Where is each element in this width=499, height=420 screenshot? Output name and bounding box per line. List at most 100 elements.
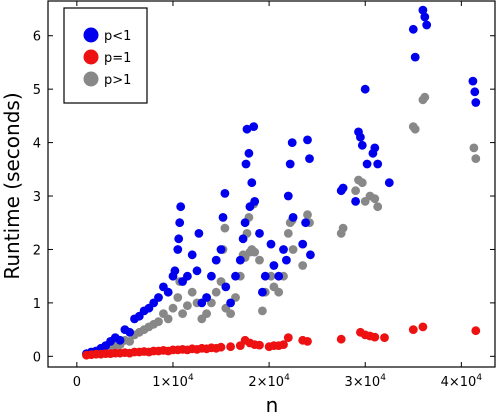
point-plt1 (183, 271, 192, 281)
legend-label-p-lt-1: p<1 (104, 29, 131, 44)
y-axis-title: Runtime (seconds) (0, 92, 24, 279)
x-tick-label: 1×104 (152, 373, 194, 390)
point-pgt1 (250, 247, 260, 257)
point-plt1 (163, 287, 173, 297)
point-plt1 (192, 266, 202, 276)
point-plt1 (470, 87, 480, 97)
point-plt1 (154, 293, 163, 302)
y-tick-label: 1 (33, 297, 41, 312)
point-peq1 (370, 332, 380, 342)
point-plt1 (221, 282, 231, 292)
point-plt1 (235, 255, 245, 265)
point-plt1 (360, 84, 370, 94)
point-pgt1 (173, 293, 183, 302)
point-pgt1 (370, 194, 380, 204)
point-plt1 (244, 148, 254, 158)
point-plt1 (306, 250, 315, 260)
point-plt1 (418, 5, 428, 15)
x-axis-title: n (266, 393, 279, 417)
point-plt1 (194, 229, 204, 238)
point-plt1 (410, 52, 420, 62)
point-plt1 (249, 122, 259, 131)
point-pgt1 (288, 245, 298, 254)
point-plt1 (220, 189, 230, 198)
point-peq1 (336, 334, 346, 344)
point-plt1 (247, 178, 257, 188)
point-peq1 (408, 325, 418, 334)
point-plt1 (338, 183, 348, 193)
point-plt1 (174, 234, 184, 244)
x-tick-label: 0 (73, 375, 81, 390)
point-plt1 (408, 24, 418, 34)
point-pgt1 (357, 178, 367, 188)
point-plt1 (420, 12, 430, 22)
legend-marker-p-lt-1 (83, 27, 99, 43)
point-pgt1 (303, 210, 312, 220)
point-peq1 (216, 342, 226, 352)
point-plt1 (226, 298, 236, 308)
point-pgt1 (298, 261, 308, 270)
point-plt1 (288, 213, 298, 222)
legend: p<1 p=1 p>1 (63, 7, 148, 104)
point-plt1 (241, 159, 251, 169)
point-peq1 (255, 340, 264, 350)
point-plt1 (357, 140, 367, 150)
point-plt1 (384, 178, 394, 188)
point-plt1 (301, 218, 310, 228)
point-plt1 (258, 287, 267, 297)
point-plt1 (125, 327, 135, 337)
point-peq1 (226, 342, 236, 352)
point-plt1 (351, 197, 360, 206)
point-plt1 (207, 271, 216, 281)
point-pgt1 (471, 154, 481, 164)
point-plt1 (240, 218, 250, 228)
point-peq1 (283, 333, 293, 342)
point-plt1 (187, 250, 197, 260)
point-peq1 (471, 326, 481, 336)
point-plt1 (303, 135, 312, 145)
point-peq1 (303, 337, 312, 346)
point-plt1 (274, 271, 284, 281)
ticks-layer: 0 1×104 2×104 3×104 4×104 0 1 2 3 4 5 6 (33, 1, 495, 390)
point-pgt1 (178, 309, 188, 318)
point-plt1 (260, 271, 270, 281)
point-plt1 (370, 143, 380, 153)
point-pgt1 (168, 303, 178, 313)
point-pgt1 (187, 287, 197, 297)
x-tick-exponent: 4 (476, 373, 482, 383)
point-plt1 (211, 255, 221, 265)
point-plt1 (269, 261, 279, 270)
y-tick-label: 6 (33, 30, 41, 45)
point-peq1 (418, 322, 428, 332)
y-tick-label: 3 (33, 190, 41, 205)
point-pgt1 (220, 223, 230, 233)
point-plt1 (287, 138, 297, 148)
point-pgt1 (420, 92, 430, 102)
point-plt1 (422, 20, 432, 30)
y-tick-label: 5 (33, 83, 41, 98)
point-peq1 (380, 333, 389, 342)
point-plt1 (173, 245, 183, 254)
point-pgt1 (274, 287, 284, 297)
point-plt1 (115, 335, 125, 345)
point-plt1 (356, 132, 365, 142)
point-plt1 (362, 159, 372, 169)
legend-marker-p-eq-1 (83, 49, 99, 65)
point-pgt1 (226, 309, 236, 318)
y-tick-label: 4 (33, 137, 41, 152)
y-tick-label: 2 (33, 243, 41, 258)
x-tick-exponent: 4 (284, 373, 290, 383)
point-pgt1 (283, 229, 293, 238)
point-pgt1 (410, 124, 420, 134)
point-plt1 (238, 234, 248, 244)
points-layer (82, 5, 481, 360)
y-tick-label: 0 (33, 350, 41, 365)
point-plt1 (170, 266, 180, 276)
point-pgt1 (183, 301, 192, 310)
legend-marker-p-gt-1 (83, 71, 99, 87)
point-plt1 (216, 245, 226, 254)
point-plt1 (175, 218, 185, 228)
legend-box (63, 7, 148, 104)
point-pgt1 (255, 255, 264, 265)
